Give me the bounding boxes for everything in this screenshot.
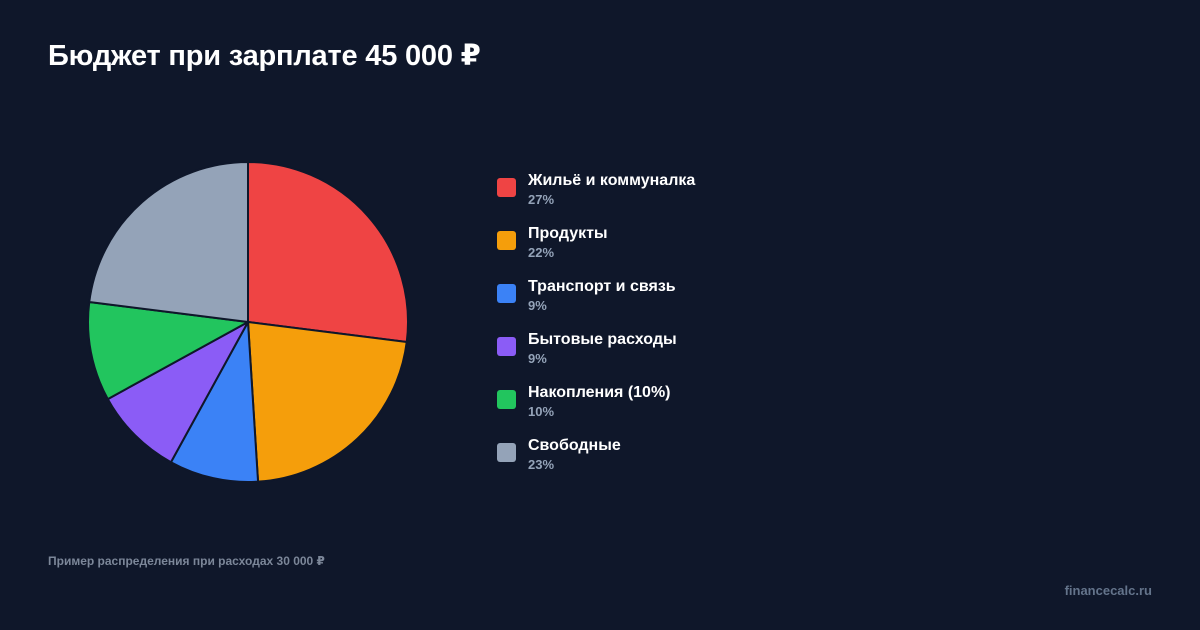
legend-item-groceries: Продукты 22% [497,225,817,278]
legend-label: Накопления (10%) [528,384,671,401]
pie-slice-transport [169,321,260,483]
legend-label: Жильё и коммуналка [528,172,696,189]
pie-slice-housing [247,161,409,344]
chart-legend: Жильё и коммуналка 27% Продукты 22% Тран… [497,172,817,490]
legend-item-free: Свободные 23% [497,437,817,490]
legend-percent: 22% [528,245,555,260]
legend-percent: 10% [528,404,555,419]
legend-item-housing: Жильё и коммуналка 27% [497,172,817,225]
legend-label: Транспорт и связь [528,278,676,295]
legend-percent: 23% [528,457,555,472]
legend-swatch [497,390,516,409]
legend-label: Свободные [528,437,621,454]
chart-title: Бюджет при зарплате 45 000 ₽ [48,40,481,72]
pie-chart-svg [87,161,409,483]
legend-swatch [497,178,516,197]
pie-chart [78,152,418,492]
legend-swatch [497,337,516,356]
site-watermark: financecalc.ru [1064,583,1152,598]
legend-swatch [497,231,516,250]
legend-swatch [497,284,516,303]
legend-item-transport: Транспорт и связь 9% [497,278,817,331]
pie-slice-household [106,321,249,464]
legend-label: Продукты [528,225,608,242]
legend-item-household: Бытовые расходы 9% [497,331,817,384]
pie-slice-groceries [247,321,408,483]
legend-percent: 9% [528,298,547,313]
pie-slice-savings [87,300,249,401]
legend-percent: 9% [528,351,547,366]
legend-percent: 27% [528,192,555,207]
footnote: Пример распределения при расходах 30 000… [48,554,325,568]
legend-label: Бытовые расходы [528,331,677,348]
legend-swatch [497,443,516,462]
legend-item-savings: Накопления (10%) 10% [497,384,817,437]
pie-slice-free [88,161,249,323]
